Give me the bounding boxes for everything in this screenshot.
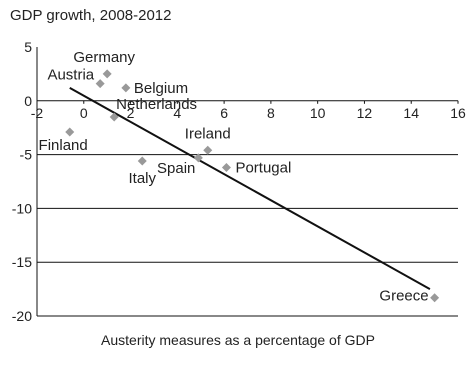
x-tick-label: 12	[357, 105, 373, 121]
y-tick-label: 0	[24, 93, 32, 109]
chart-title: GDP growth, 2008-2012	[10, 7, 172, 24]
y-tick-label: -15	[12, 254, 32, 270]
x-tick-label: 4	[173, 105, 181, 121]
trendline-layer	[69, 87, 431, 290]
points-layer	[65, 69, 440, 303]
data-point-marker	[203, 145, 213, 155]
data-point-label: Greece	[379, 288, 428, 305]
data-point-marker	[95, 79, 105, 89]
x-tick-label: 8	[267, 105, 275, 121]
data-point-marker	[430, 293, 440, 303]
data-point-marker	[121, 83, 131, 93]
grid-layer	[37, 100, 458, 317]
x-tick-label: -2	[31, 105, 44, 121]
data-point-label: Austria	[47, 67, 94, 84]
y-tick-label: -20	[12, 308, 32, 324]
data-point-label: Spain	[157, 160, 195, 177]
axes-layer: 50-5-10-15-20-2 0 2 4 6 8 10 12 14 16	[12, 39, 466, 324]
data-point-label: Belgium	[134, 80, 188, 97]
x-axis-label: Austerity measures as a percentage of GD…	[101, 332, 375, 348]
data-point-marker	[221, 163, 231, 173]
data-point-marker	[65, 127, 75, 137]
x-tick-label: 16	[450, 105, 466, 121]
data-point-marker	[109, 112, 119, 122]
x-tick-label: 6	[220, 105, 228, 121]
trendline	[69, 87, 431, 290]
data-point-marker	[102, 69, 112, 79]
data-point-marker	[137, 156, 147, 166]
x-tick-label: 14	[403, 105, 419, 121]
data-point-label: Germany	[73, 49, 135, 66]
y-tick-label: 5	[24, 39, 32, 55]
y-tick-label: -10	[12, 200, 32, 216]
x-tick-label: 0	[80, 105, 88, 121]
data-point-label: Ireland	[185, 125, 231, 142]
x-tick-label: 2	[127, 105, 135, 121]
data-point-label: Italy	[128, 170, 156, 187]
data-point-marker	[193, 153, 203, 163]
data-point-label: Portugal	[235, 160, 291, 177]
x-tick-label: 10	[310, 105, 326, 121]
y-tick-label: -5	[20, 147, 33, 163]
data-point-label: Netherlands	[116, 96, 197, 113]
data-point-label: Finland	[39, 137, 88, 154]
